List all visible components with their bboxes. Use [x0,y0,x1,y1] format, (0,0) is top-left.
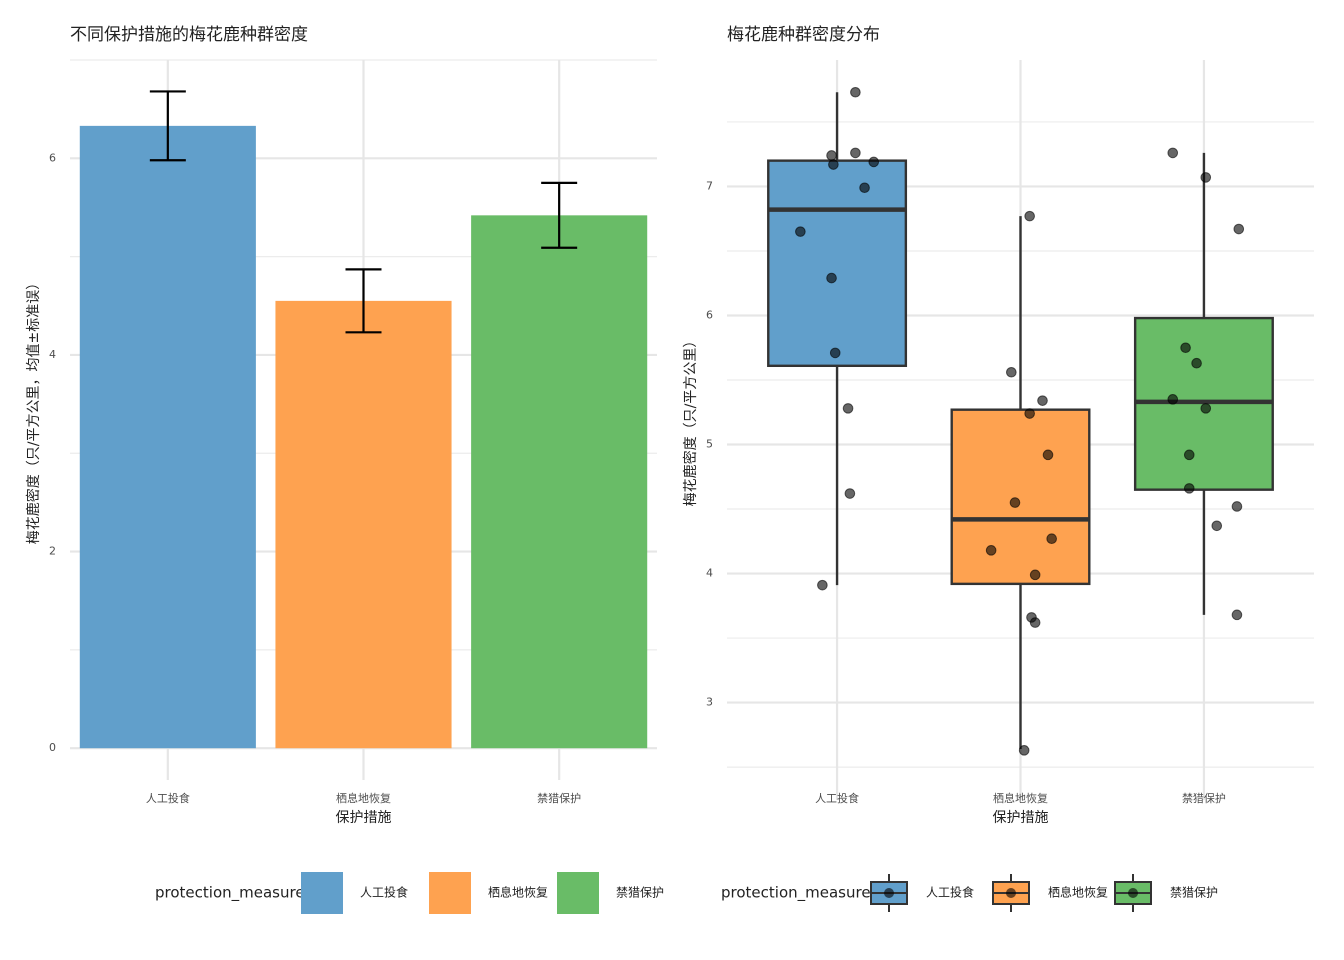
x-axis-title: 保护措施 [336,810,392,826]
point [826,272,837,284]
point [1167,147,1179,159]
legend-key [301,872,343,914]
point [829,347,841,359]
y-tick-label: 6 [49,151,56,164]
x-tick-label: 人工投食 [146,791,190,805]
bar [471,215,648,749]
point [859,182,870,194]
y-axis-title: 梅花鹿密度（只/平方公里，均值±标准误） [25,276,42,544]
error-bar [541,181,578,249]
point [1024,210,1035,222]
bar [79,125,256,749]
legend-title: protection_measure [155,884,305,903]
point [844,488,856,499]
y-tick-label: 3 [706,696,713,709]
chart-title: 梅花鹿种群密度分布 [727,25,880,45]
point [1037,395,1048,406]
point [1046,533,1057,545]
y-tick-label: 4 [706,567,713,580]
legend-key [557,872,599,914]
point [1029,569,1041,581]
point [795,226,806,237]
legend-title: protection_measure [721,884,871,903]
point [1191,357,1202,369]
legend-label: 禁猎保护 [616,886,664,900]
error-bar [149,90,186,162]
point [1200,172,1212,183]
point [1018,745,1030,756]
legend-label: 人工投食 [926,885,974,900]
legend-key [429,872,471,914]
point [1200,403,1212,414]
point [850,86,861,98]
point [1009,497,1021,508]
point [1167,394,1179,405]
point [1006,366,1017,378]
x-axis-title: 保护措施 [993,810,1049,826]
x-tick-label: 栖息地恢复 [336,791,391,805]
y-tick-label: 6 [706,308,713,321]
point [1231,501,1243,512]
x-tick-label: 禁猎保护 [537,791,581,805]
x-tick-label: 栖息地恢复 [993,791,1048,805]
bar [275,300,452,749]
y-tick-label: 5 [706,438,713,451]
error-bar [345,268,382,334]
y-tick-label: 4 [49,348,56,361]
x-tick-label: 禁猎保护 [1182,791,1226,805]
legend-key-point [884,888,894,898]
box [767,159,908,368]
box [950,408,1091,586]
point [1183,483,1195,494]
point [1029,617,1041,628]
legend-label: 栖息地恢复 [1048,885,1108,900]
legend-label: 栖息地恢复 [488,885,548,900]
legend-label: 人工投食 [360,885,408,900]
point [1231,609,1243,621]
point [868,156,880,168]
point [1024,408,1035,419]
legend-key-point [1128,888,1138,898]
point [1211,520,1223,532]
point [1233,223,1245,235]
point [1042,449,1054,461]
y-tick-label: 2 [49,545,56,558]
chart-title: 不同保护措施的梅花鹿种群密度 [70,25,308,45]
x-tick-label: 人工投食 [815,791,859,805]
point [826,150,837,161]
point [1180,342,1191,354]
point [828,159,839,170]
y-tick-label: 7 [706,179,713,192]
point [817,579,828,591]
legend-label: 禁猎保护 [1170,886,1218,900]
point [985,545,997,556]
point [842,403,854,414]
y-axis-title: 梅花鹿密度（只/平方公里） [682,334,699,507]
point [1183,449,1195,461]
legend-key-point [1006,888,1016,898]
point [850,147,861,159]
y-tick-label: 0 [49,741,56,754]
